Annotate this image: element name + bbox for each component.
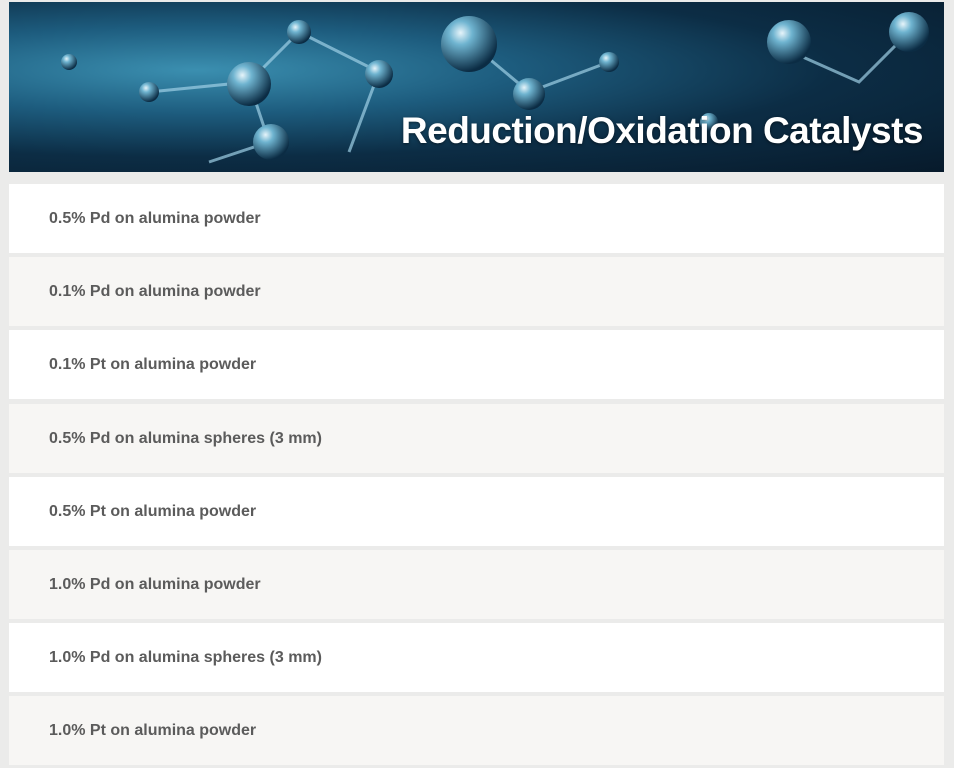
product-row[interactable]: 0.5% Pd on alumina powder [9, 184, 944, 253]
product-label[interactable]: 0.5% Pd on alumina spheres (3 mm) [49, 429, 322, 447]
molecule-image [61, 12, 929, 164]
product-row[interactable]: 0.1% Pt on alumina powder [9, 330, 944, 399]
product-label[interactable]: 1.0% Pd on alumina spheres (3 mm) [49, 648, 322, 666]
product-row[interactable]: 1.0% Pd on alumina spheres (3 mm) [9, 623, 944, 692]
page-title: Reduction/Oxidation Catalysts [400, 110, 924, 151]
product-label[interactable]: 0.5% Pd on alumina powder [49, 209, 261, 227]
product-row[interactable]: 0.5% Pd on alumina spheres (3 mm) [9, 404, 944, 473]
product-label[interactable]: 0.1% Pd on alumina powder [49, 282, 261, 300]
product-label[interactable]: 0.1% Pt on alumina powder [49, 355, 257, 373]
product-row[interactable]: 1.0% Pd on alumina powder [9, 550, 944, 619]
product-label[interactable]: 1.0% Pd on alumina powder [49, 575, 261, 593]
product-label[interactable]: 0.5% Pt on alumina powder [49, 502, 257, 520]
product-label[interactable]: 1.0% Pt on alumina powder [49, 721, 257, 739]
product-row[interactable]: 1.0% Pt on alumina powder [9, 696, 944, 765]
header-banner: Reduction/Oxidation Catalysts [9, 2, 944, 172]
product-row[interactable]: 0.5% Pt on alumina powder [9, 477, 944, 546]
product-row[interactable]: 0.1% Pd on alumina powder [9, 257, 944, 326]
